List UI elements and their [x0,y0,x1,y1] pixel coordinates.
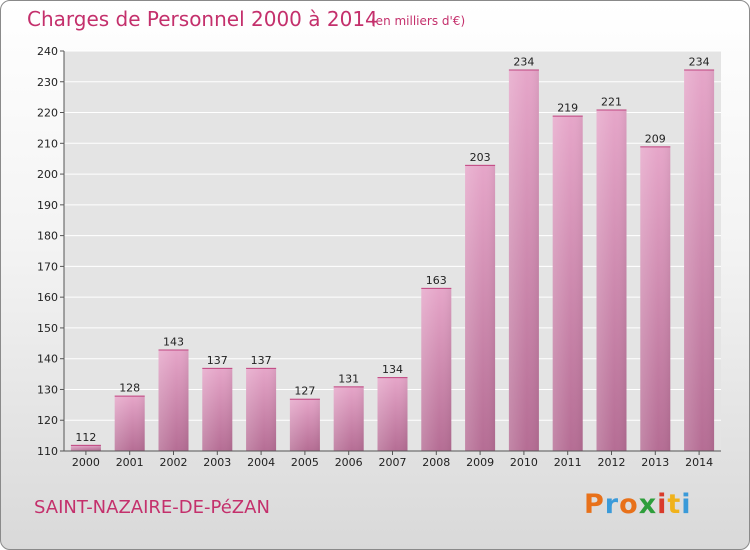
bar-shade [333,386,364,451]
data-labels: 112 128 143 137 137 127 131 134 163 203 234 219 221 2… [75,55,709,443]
bar-shade [684,69,715,451]
x-tick-label: 2005 [291,456,319,469]
logo-letter: P [584,489,605,520]
logo-letter: r [604,489,620,520]
data-label: 203 [470,151,491,164]
y-tick-label: 110 [37,445,58,458]
x-tick-label: 2001 [116,456,144,469]
y-tick-label: 240 [37,45,58,58]
y-tick-label: 170 [37,260,58,273]
x-tick-label: 2014 [685,456,713,469]
x-tick-label: 2002 [160,456,188,469]
bar-shade [246,367,277,451]
x-tick-label: 2006 [335,456,363,469]
logo-letter: o [619,489,639,520]
data-label: 137 [251,354,272,367]
bar-shade [70,444,101,451]
y-tick-label: 120 [37,414,58,427]
x-tick-label: 2000 [72,456,100,469]
data-label: 131 [338,372,359,385]
data-label: 221 [601,95,622,108]
y-tick-label: 140 [37,353,58,366]
proxiti-logo: Proxiti [584,489,692,520]
data-label: 209 [645,132,666,145]
bar-shade [465,164,496,451]
x-tick-label: 2013 [641,456,669,469]
data-label: 234 [689,55,710,68]
data-label: 143 [163,335,184,348]
x-tick-label: 2009 [466,456,494,469]
x-tick-label: 2012 [598,456,626,469]
bar-shade [158,349,189,451]
y-tick-label: 200 [37,168,58,181]
commune-name: SAINT-NAZAIRE-DE-PéZAN [34,497,270,518]
x-tick-label: 2003 [203,456,231,469]
y-tick-label: 160 [37,291,58,304]
y-tick-label: 230 [37,76,58,89]
chart-title: Charges de Personnel 2000 à 2014 [27,7,378,31]
logo-letter: i [681,489,692,520]
x-tick-label: 2008 [422,456,450,469]
bar-shade [114,395,145,451]
data-label: 128 [119,382,140,395]
logo-letter: i [657,489,668,520]
data-label: 127 [294,385,315,398]
bars [70,69,715,451]
y-tick-label: 220 [37,107,58,120]
data-label: 112 [75,431,96,444]
y-tick-label: 150 [37,322,58,335]
logo-letter: t [667,489,682,520]
y-tick-label: 180 [37,230,58,243]
chart-subtitle: (en milliers d'€) [371,14,466,28]
y-tick-label: 190 [37,199,58,212]
x-axis: 2000 2001 2002 2003 2004 2005 2006 2007 2008 2009… [64,450,721,469]
data-label: 163 [426,274,447,287]
data-label: 134 [382,363,403,376]
logo-letter: x [638,489,658,520]
data-label: 219 [557,102,578,115]
bar-shade [508,69,539,451]
x-tick-label: 2004 [247,456,275,469]
bar-shade [596,109,627,451]
bar-shade [202,367,233,451]
bar-shade [421,287,452,451]
bar-shade [289,398,320,451]
bar-shade [552,115,583,451]
data-label: 234 [513,55,534,68]
x-tick-label: 2007 [379,456,407,469]
y-axis: 110 120 130 140 150 160 170 180 190 200 210 220 230 2… [37,45,65,458]
y-tick-label: 130 [37,383,58,396]
bar-shade [640,146,671,451]
x-tick-label: 2010 [510,456,538,469]
x-tick-label: 2011 [554,456,582,469]
y-tick-label: 210 [37,137,58,150]
bar-shade [377,377,408,451]
data-label: 137 [207,354,228,367]
